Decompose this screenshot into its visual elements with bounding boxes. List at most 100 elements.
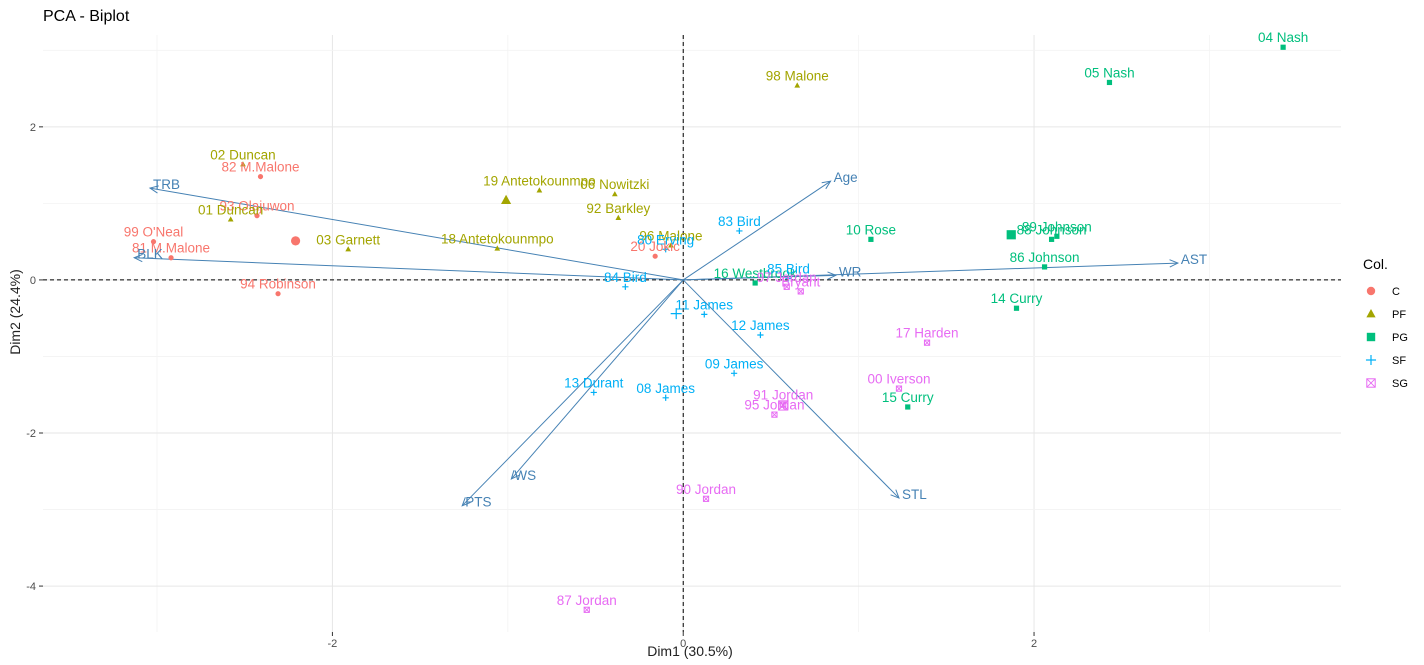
legend-item-c: C [1366, 286, 1400, 298]
point-label-95-jordan: 95 Jordan [744, 398, 804, 413]
point-01-duncan [227, 216, 234, 222]
point-label-85-bird: 85 Bird [767, 261, 810, 276]
point-label-02-duncan: 02 Duncan [210, 147, 275, 162]
legend: Col. C PF PG SF SG [1363, 256, 1408, 390]
point-87-jordan [583, 606, 590, 613]
point-label-87-jordan: 87 Jordan [557, 593, 617, 608]
point-14-curry [1013, 305, 1020, 311]
point-19-antetokounmpo [536, 187, 543, 193]
point-09-james [730, 370, 738, 377]
point-label-12-james: 12 James [731, 318, 790, 333]
point-82-m-malone [257, 173, 264, 180]
point-16-westbrook [752, 280, 758, 286]
origin-dashed-lines [43, 35, 1341, 632]
point-label-09-james: 09 James [705, 356, 764, 371]
individual-points [150, 44, 1286, 613]
point-96-malone [668, 242, 674, 248]
variable-label-age: Age [834, 170, 858, 185]
x-tick-label: -2 [328, 638, 338, 650]
arrow-wr [683, 274, 836, 281]
point-label-05-nash: 05 Nash [1084, 65, 1134, 80]
arrow-age [682, 180, 831, 281]
point-94-robinson [275, 291, 281, 297]
point-label-11-james: 11 James [676, 297, 734, 312]
legend-item-pg: PG [1366, 332, 1408, 344]
arrowhead-ws [510, 470, 520, 480]
variable-label-ws: WS [514, 468, 536, 483]
point-85-bird [785, 275, 792, 282]
legend-label-sg: SG [1392, 378, 1408, 390]
point-15-curry [905, 404, 911, 410]
point-label-13-durant: 13 Durant [564, 375, 624, 390]
point-label-17-harden: 17 Harden [896, 326, 959, 341]
legend-label-sf: SF [1392, 355, 1406, 367]
point-97-jordan [783, 283, 790, 290]
arrowhead-blk [132, 253, 143, 263]
axis-ticks: -2 0 2 -4 -2 0 2 [26, 122, 1037, 650]
point-label-82-m-malone: 82 M.Malone [221, 160, 299, 175]
variable-label-wr: WR [839, 264, 862, 279]
x-tick-label: 0 [680, 638, 686, 650]
arrow-trb [149, 187, 684, 281]
point-label-08-james: 08 James [636, 381, 695, 396]
point-label-15-curry: 15 Curry [882, 390, 934, 405]
centroid-sf [670, 308, 682, 320]
legend-item-sg: SG [1366, 378, 1408, 390]
point-label-91-jordan: 91 Jordan [753, 388, 813, 403]
y-axis-title: Dim2 (24.4%) [7, 269, 23, 355]
point-13-durant [590, 389, 597, 396]
point-20-jokic [652, 253, 658, 259]
point-label-80-erving: 80 Erving [637, 232, 694, 247]
legend-label-pg: PG [1392, 332, 1408, 344]
y-tick-label: 2 [30, 122, 36, 134]
centroid-pg [1006, 230, 1016, 240]
point-11-james [701, 311, 708, 318]
point-label-14-curry: 14 Curry [991, 291, 1043, 306]
point-label-86-johnson: 86 Johnson [1010, 250, 1080, 265]
point-84-bird [622, 283, 629, 290]
point-91-jordan [780, 401, 787, 408]
variable-label-ast: AST [1181, 252, 1207, 267]
point-label-96-malone: 96 Malone [639, 228, 702, 243]
point-label-01-duncan: 01 Duncan [198, 202, 263, 217]
point-label-89-johnson: 89 Johnson [1022, 219, 1092, 234]
point-04-nash [1280, 44, 1286, 50]
arrow-ws [510, 279, 684, 480]
point-90-jordan [702, 495, 710, 502]
point-label-20-jokic: 20 Jokic [630, 239, 680, 254]
point-08-james [662, 394, 669, 401]
arrow-blk [134, 257, 684, 281]
point-88-johnson [1048, 236, 1055, 242]
legend-key-sg [1366, 378, 1376, 388]
point-10-rose [868, 236, 874, 242]
arrowhead-ast [1169, 259, 1180, 268]
point-label-99-o-neal: 99 O'Neal [124, 225, 184, 240]
point-89-johnson [1054, 233, 1060, 239]
point-label-81-m-malone: 81 M.Malone [132, 241, 210, 256]
legend-key-c [1366, 286, 1376, 296]
variable-label-blk: BLK [137, 247, 163, 262]
legend-key-sf [1365, 354, 1377, 366]
variable-labels: Age TRB BLK AST WR STL WS PTS [137, 170, 1207, 510]
point-label-98-malone: 98 Malone [766, 69, 829, 84]
point-label-19-antetokounmpo: 19 Antetokounmpo [483, 173, 596, 188]
point-label-94-robinson: 94 Robinson [240, 277, 316, 292]
group-centroids [290, 194, 1016, 411]
arrowhead-pts [461, 497, 471, 507]
point-label-03-garnett: 03 Garnett [316, 232, 380, 247]
point-label-16-westbrook: 16 Westbrook [714, 266, 797, 281]
arrowhead-trb [148, 185, 159, 194]
point-label-18-antetokounmpo: 18 Antetokounmpo [441, 232, 554, 247]
legend-label-pf: PF [1392, 309, 1406, 321]
legend-item-pf: PF [1366, 308, 1406, 321]
centroid-c [290, 236, 301, 246]
x-tick-label: 2 [1031, 638, 1037, 650]
arrowhead-age [821, 180, 832, 190]
arrow-stl [682, 279, 900, 499]
point-18-antetokounmpo [494, 245, 501, 251]
arrow-pts [461, 279, 684, 507]
variable-label-pts: PTS [465, 495, 491, 510]
legend-item-sf: SF [1365, 354, 1406, 367]
